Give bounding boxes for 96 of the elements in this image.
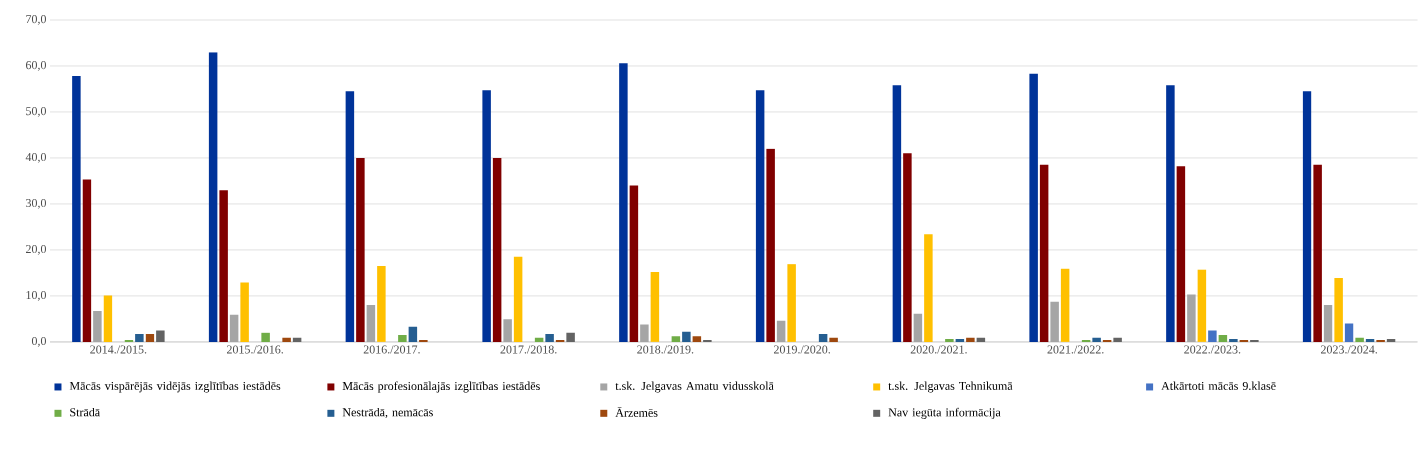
x-tick-label: 2021./2022. — [1047, 345, 1104, 354]
bar — [976, 337, 986, 342]
y-tick-label: 0,0 — [31, 337, 46, 347]
bar — [103, 295, 113, 342]
bar — [903, 153, 912, 342]
legend-label: Ārzemēs — [615, 407, 658, 417]
legend-label: Nestrādā, nemācās — [342, 407, 433, 419]
bar — [1218, 335, 1228, 342]
bar — [787, 264, 796, 342]
bar — [966, 337, 975, 342]
x-tick-label: 2018./2019. — [637, 345, 694, 354]
bar — [492, 158, 502, 342]
bar — [545, 334, 554, 342]
legend-label: Mācās profesionālajās izglītības iestādēs — [342, 381, 540, 393]
bar — [945, 339, 954, 342]
bar — [1029, 73, 1038, 342]
bar — [924, 234, 933, 342]
bar — [398, 335, 407, 342]
bar — [692, 336, 702, 342]
bar — [1229, 339, 1238, 342]
bar — [356, 158, 365, 342]
bar — [640, 324, 649, 342]
x-tick-label: 2019./2020. — [774, 345, 830, 354]
bar — [377, 266, 386, 342]
bar — [629, 185, 639, 342]
y-tick-label: 70,0 — [26, 15, 46, 25]
legend-label: t.sk. Jelgavas Tehnikumā — [888, 381, 1013, 393]
x-tick-label: 2017./2018. — [500, 345, 557, 354]
bar — [1197, 269, 1207, 342]
bar — [534, 337, 544, 342]
bar — [1323, 305, 1333, 342]
bar — [513, 256, 523, 342]
y-tick-label: 20,0 — [26, 245, 46, 255]
x-tick-label: 2020./2021. — [910, 345, 967, 354]
bar — [135, 334, 144, 342]
bar — [145, 334, 155, 342]
legend-label: t.sk. Jelgavas Amatu vidusskolā — [615, 381, 774, 393]
bar — [566, 332, 575, 342]
bar — [1208, 330, 1217, 342]
bar — [219, 190, 228, 342]
bar — [408, 326, 418, 342]
bar — [650, 272, 660, 342]
legend-label: Mācās vispārējās vidējās izglītības iestādēs — [69, 381, 281, 393]
bar — [208, 52, 218, 342]
bar — [240, 282, 249, 342]
bar — [776, 320, 786, 342]
bar — [1092, 337, 1101, 342]
bar — [292, 337, 302, 342]
legend-label: Strādā — [70, 407, 100, 417]
bar — [892, 85, 902, 342]
bar — [1313, 164, 1322, 342]
y-tick-label: 60,0 — [25, 61, 46, 71]
bar — [345, 91, 355, 342]
bar — [261, 332, 270, 342]
bar — [1166, 85, 1175, 342]
bar — [671, 336, 681, 342]
bar — [1113, 337, 1122, 342]
bar — [766, 148, 775, 342]
y-tick-label: 50,0 — [26, 107, 46, 117]
bar — [282, 337, 291, 342]
y-tick-label: 40,0 — [25, 153, 46, 163]
bar — [913, 313, 923, 342]
bar — [1060, 268, 1070, 342]
y-tick-label: 10,0 — [26, 291, 46, 301]
legend-label: Atkārtoti mācās 9.klasē — [1161, 381, 1276, 391]
x-tick-label: 2015./2016. — [227, 345, 283, 354]
bar — [1386, 339, 1396, 342]
bar — [156, 330, 165, 342]
bar — [503, 319, 512, 342]
x-tick-label: 2016./2017. — [363, 345, 420, 354]
y-tick-label: 30,0 — [26, 199, 46, 209]
bar — [72, 76, 81, 342]
bar — [366, 305, 376, 342]
bar — [682, 331, 691, 342]
bar — [1302, 91, 1312, 342]
x-tick-label: 2014./2015. — [90, 345, 147, 354]
bar — [1050, 301, 1059, 342]
bar — [619, 63, 628, 342]
x-tick-label: 2023./2024. — [1321, 345, 1377, 354]
bar — [1355, 337, 1364, 342]
bar — [1334, 278, 1343, 342]
x-tick-label: 2022./2023. — [1184, 345, 1241, 354]
bar — [482, 90, 491, 342]
bar — [1365, 339, 1375, 342]
bar — [1187, 294, 1196, 342]
bar — [1176, 166, 1186, 342]
bar — [82, 179, 92, 342]
bar — [755, 90, 765, 342]
bar — [1039, 164, 1049, 342]
bar — [955, 339, 965, 342]
bar — [93, 311, 102, 342]
bar — [1344, 323, 1354, 342]
bar — [229, 314, 239, 342]
legend-label: Nav iegūta informācija — [888, 407, 1001, 419]
bar — [818, 334, 828, 342]
bar — [829, 337, 838, 342]
